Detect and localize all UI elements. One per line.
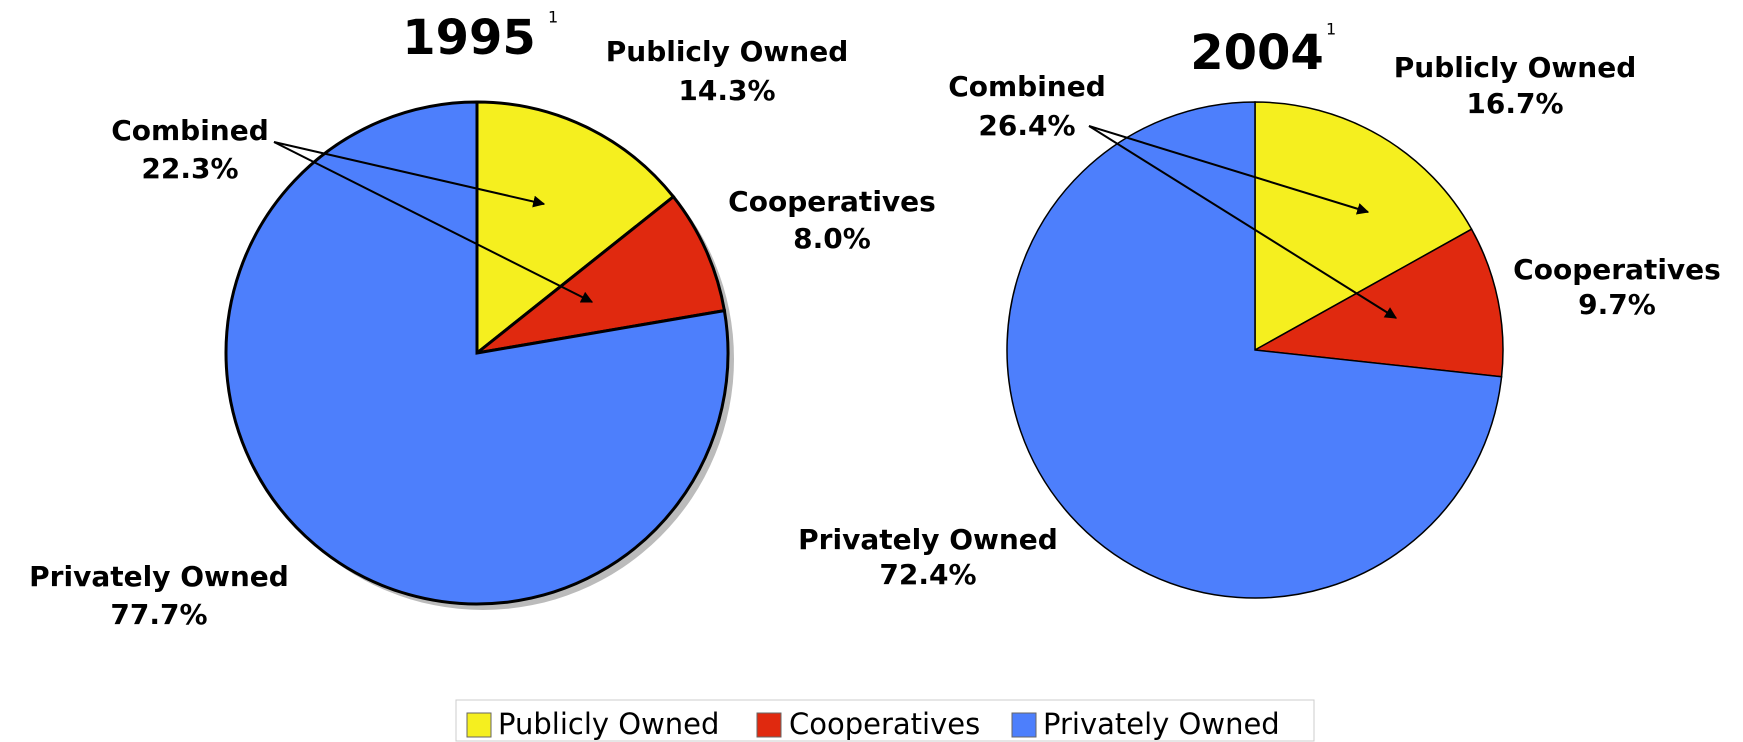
slice-value: 8.0% (793, 222, 871, 255)
legend-label: Publicly Owned (498, 707, 719, 741)
legend-swatch (756, 712, 782, 738)
slice-value: 16.7% (1466, 87, 1563, 120)
legend-label: Privately Owned (1043, 707, 1280, 741)
slice-value: 77.7% (110, 598, 207, 631)
legend-label: Cooperatives (789, 707, 980, 741)
annotation-arrow (1088, 125, 1398, 319)
annotation-arrow (273, 141, 594, 303)
annotation-value: 26.4% (978, 109, 1075, 142)
pie-slice (476, 194, 727, 355)
annotation-label: Combined (111, 114, 269, 147)
legend-swatch (1011, 712, 1037, 738)
chart-title: 1995 (402, 10, 536, 66)
slice-label: Cooperatives (728, 185, 936, 218)
pie-slice (1252, 228, 1504, 378)
slice-value: 72.4% (879, 558, 976, 591)
annotation-value: 22.3% (141, 152, 238, 185)
slice-value: 9.7% (1578, 288, 1656, 321)
title-note: 1 (548, 8, 558, 27)
legend-box (455, 699, 1315, 742)
pie-slice (1006, 101, 1503, 599)
pie-slice (1254, 101, 1473, 352)
legend-swatch (466, 712, 492, 738)
annotation-arrow (273, 141, 546, 208)
title-note: 1 (1326, 20, 1336, 39)
slice-label: Publicly Owned (606, 35, 849, 68)
slice-value: 14.3% (678, 74, 775, 107)
pie-slice (224, 100, 730, 606)
pie-slice (475, 100, 676, 357)
slice-label: Privately Owned (798, 523, 1058, 556)
chart-title: 2004 (1190, 25, 1324, 81)
annotation-arrow (1088, 125, 1370, 215)
annotation-label: Combined (948, 70, 1106, 103)
slice-label: Cooperatives (1513, 253, 1721, 286)
slice-label: Publicly Owned (1394, 51, 1637, 84)
slice-label: Privately Owned (29, 560, 289, 593)
